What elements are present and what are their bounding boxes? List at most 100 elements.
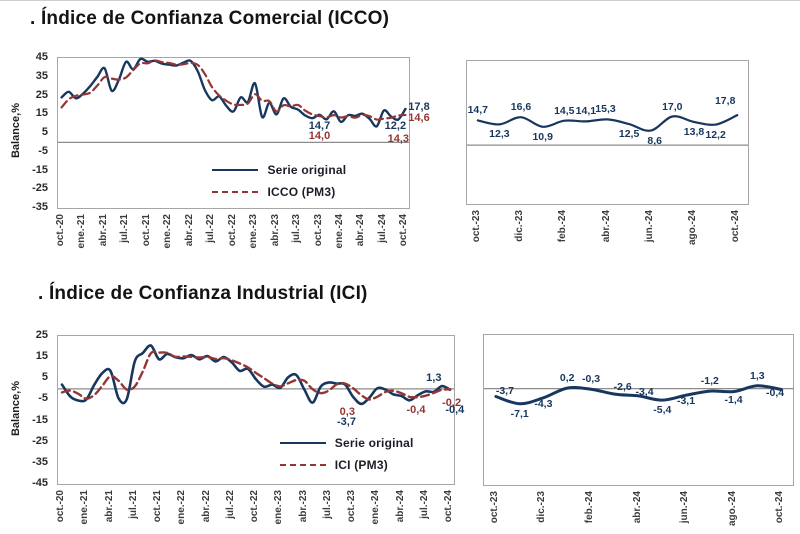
x-tick-label: ene.-23: [248, 214, 259, 249]
x-tick-label: abr.-22: [200, 490, 212, 523]
x-tick-label: ene.-22: [176, 490, 188, 525]
value-annotation: -0,2: [442, 396, 462, 409]
point-label: 15,3: [595, 103, 616, 116]
point-label: -3,1: [676, 395, 696, 408]
legend-line-sample: [212, 168, 259, 171]
y-tick-label: 15: [35, 350, 48, 363]
point-label: 12,3: [489, 128, 510, 141]
point-label: 12,2: [705, 128, 726, 141]
x-tick-label: ene.-21: [76, 214, 88, 249]
x-tick-label: jul.-24: [376, 214, 388, 243]
legend-line-sample: [212, 190, 259, 193]
x-tick-label: abr.-24: [600, 210, 612, 243]
legend-label: ICCO (PM3): [267, 184, 336, 199]
ici-series-chart: Balance,% 25 15 5 -5 -15 -25 -35 -45 0,3 -3,7 1,3…: [8, 319, 464, 533]
x-tick-label: oct.-23: [312, 214, 324, 247]
value-annotation: 12,2: [384, 119, 407, 132]
y-tick-label: -15: [32, 163, 48, 176]
x-tick-label: oct.-24: [443, 490, 454, 523]
icco-detail-chart: 14,7 12,3 16,6 10,9 14,5 14,1 15,3 12,5 8,6 17,0 1…: [462, 53, 762, 265]
series-line-solid: [60, 57, 407, 128]
series-line-dashed: [60, 59, 407, 121]
x-axis-ticks: oct.-23 dic.-23 feb.-24 abr.-24 jun.-24 ago.-…: [466, 207, 747, 263]
point-label: 14,1: [575, 105, 597, 118]
x-tick-label: oct.-21: [152, 490, 163, 523]
x-tick-label: jul.-23: [321, 490, 333, 519]
x-tick-label: oct.-24: [774, 491, 786, 524]
point-label: -3,7: [495, 384, 514, 397]
x-tick-label: oct.-24: [730, 210, 742, 243]
legend-line-sample: [279, 442, 326, 445]
y-axis-ticks: 45 35 25 15 5 -5 -15 -25 -35: [22, 51, 52, 213]
point-label: 17,0: [662, 100, 683, 113]
value-annotation: 14,7: [308, 119, 331, 132]
legend-label: Serie original: [334, 436, 414, 451]
y-tick-label: 5: [41, 126, 48, 138]
value-annotation: 1,3: [426, 371, 442, 384]
value-annotation: 14,0: [308, 129, 331, 142]
point-label: -5,4: [653, 404, 672, 417]
value-annotation: 14,6: [408, 111, 430, 124]
point-label: 0,2: [559, 372, 575, 385]
y-tick-label: 25: [35, 329, 48, 341]
x-tick-label: oct.-23: [488, 491, 500, 524]
chart-legend: Serie original ICCO (PM3): [212, 159, 346, 203]
x-tick-label: jul.-22: [205, 214, 216, 243]
y-tick-label: -5: [38, 144, 48, 157]
x-tick-label: oct.-21: [140, 214, 152, 247]
legend-entry: Serie original: [212, 159, 346, 181]
y-tick-label: -45: [32, 477, 48, 489]
ici-plot-area: 0,3 -3,7 1,3 -0,4 -0,2 -0,4 Serie original ICI …: [57, 335, 464, 485]
y-tick-label: 15: [35, 107, 48, 120]
point-label: -0,3: [581, 373, 601, 386]
point-label: 14,5: [554, 104, 575, 117]
x-tick-label: abr.-24: [355, 214, 367, 247]
x-tick-label: jul.-21: [127, 490, 139, 519]
point-label: -2,6: [613, 381, 632, 394]
value-annotation: -3,7: [337, 415, 356, 428]
x-axis-ticks: oct.-23 dic.-23 feb.-24 abr.-24 jun.-24 ago.-…: [483, 488, 792, 534]
x-tick-label: feb.-24: [557, 210, 569, 243]
y-tick-label: -15: [32, 413, 48, 426]
x-tick-label: jul.-21: [119, 214, 131, 243]
series-line-dashed: [60, 350, 452, 401]
legend-label: ICI (PM3): [334, 458, 388, 473]
x-tick-label: ene.-24: [370, 490, 382, 525]
section-title-ici: . Índice de Confianza Industrial (ICI): [38, 283, 368, 304]
series-line-solid: [494, 384, 783, 406]
value-annotation: 0,3: [339, 406, 355, 419]
x-tick-label: oct.-22: [249, 490, 260, 523]
x-tick-label: abr.-23: [269, 214, 281, 247]
x-tick-label: abr.-21: [97, 214, 109, 247]
x-axis-ticks: oct.-20 ene.-21 abr.-21 jul.-21 oct.-21 ene.-…: [55, 211, 410, 273]
y-tick-label: 45: [35, 51, 48, 63]
section-title-icco: . Índice de Confianza Comercial (ICCO): [30, 8, 390, 29]
x-tick-label: jul.-23: [291, 214, 302, 243]
y-tick-label: -35: [32, 455, 48, 468]
chart-canvas: [484, 384, 793, 406]
legend-entry: ICCO (PM3): [212, 181, 346, 203]
point-label: -4,3: [534, 397, 553, 410]
x-tick-label: ago.-24: [687, 210, 698, 246]
x-tick-label: oct.-20: [55, 490, 66, 523]
y-tick-label: 35: [35, 69, 48, 82]
value-annotation: -0,4: [445, 404, 465, 417]
point-label: -0,4: [766, 387, 785, 400]
chart-legend: Serie original ICI (PM3): [279, 432, 414, 476]
x-tick-label: abr.-24: [394, 490, 406, 523]
x-tick-label: ene.-21: [79, 490, 91, 525]
y-tick-label: -35: [32, 201, 48, 213]
x-tick-label: abr.-24: [631, 491, 643, 524]
y-axis-ticks: 25 15 5 -5 -15 -25 -35 -45: [22, 329, 52, 489]
x-tick-label: oct.-23: [346, 490, 357, 523]
x-tick-label: jul.-22: [224, 490, 236, 519]
x-tick-label: dic.-23: [536, 491, 548, 523]
icco-detail-plot-area: 14,7 12,3 16,6 10,9 14,5 14,1 15,3 12,5 8,6 17,0 1…: [466, 60, 749, 205]
x-tick-label: abr.-21: [103, 490, 115, 523]
chart-canvas: [58, 344, 454, 406]
legend-line-sample: [279, 464, 326, 467]
icco-plot-area: 14,7 14,0 12,2 14,3 17,8 14,6 Serie original IC…: [57, 57, 430, 209]
legend-entry: ICI (PM3): [279, 454, 414, 476]
point-label: 10,9: [532, 130, 553, 143]
